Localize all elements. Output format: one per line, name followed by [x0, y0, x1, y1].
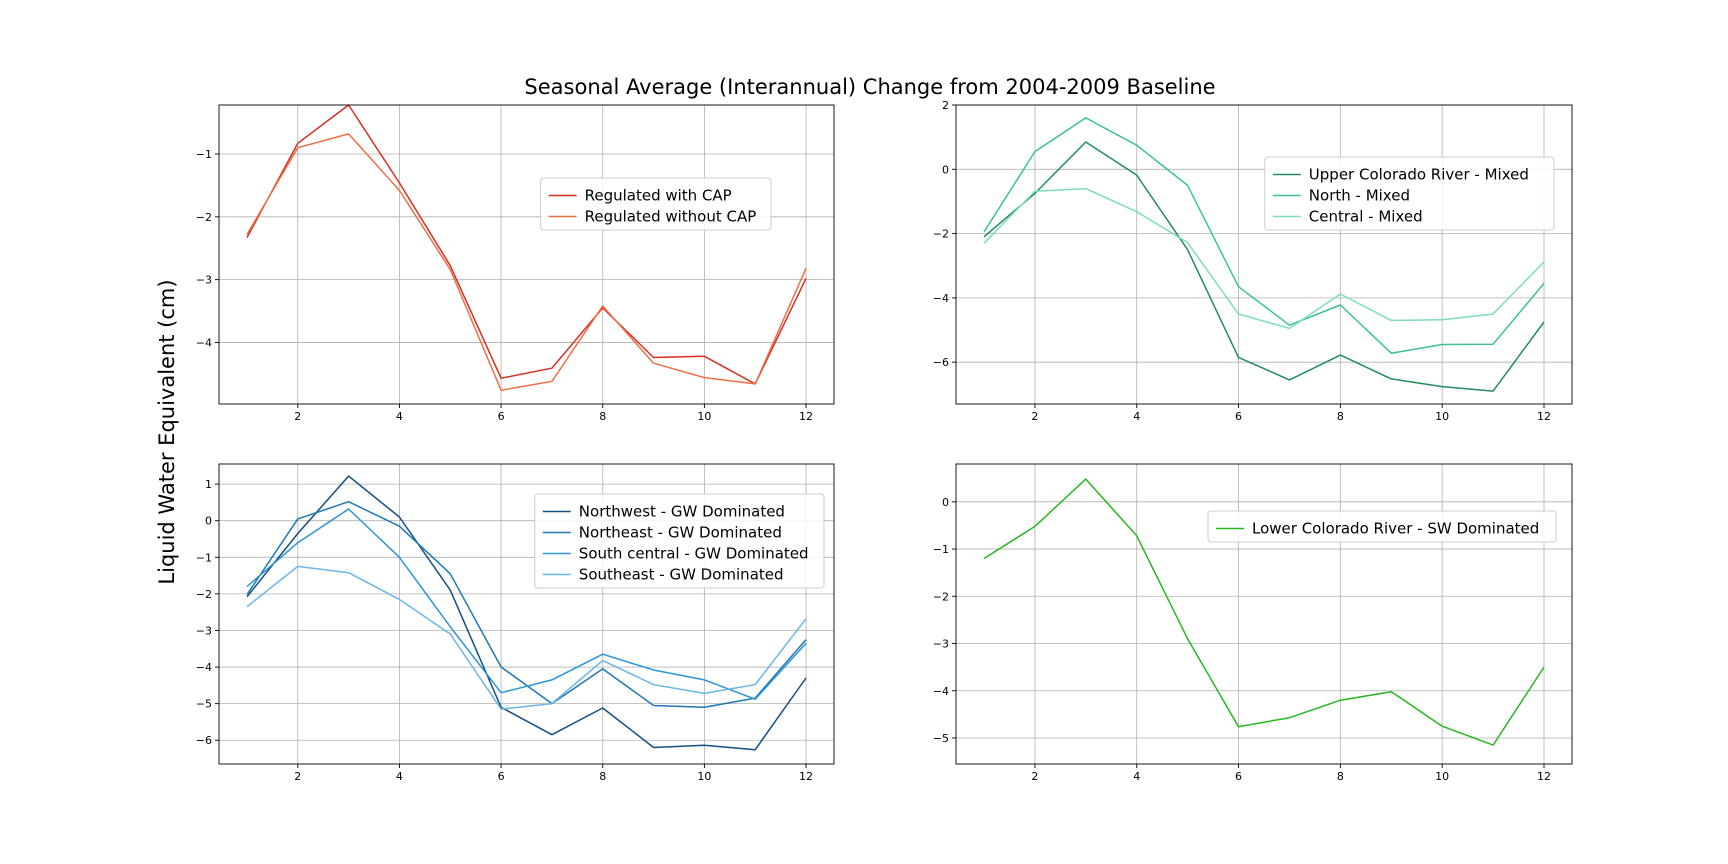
series-line-1	[246, 475, 807, 751]
series-line-2	[983, 117, 1545, 354]
y-tick-label: −6	[933, 356, 949, 369]
y-tick-label: −3	[196, 624, 212, 637]
series-line-1	[983, 478, 1545, 746]
y-tick-label: −1	[196, 148, 212, 161]
x-tick-label: 6	[498, 410, 505, 423]
y-tick-label: −3	[196, 274, 212, 287]
y-tick-label: −4	[933, 292, 949, 305]
legend-label: Regulated with CAP	[585, 187, 732, 205]
legend-box	[540, 177, 772, 231]
y-tick-label: −4	[196, 661, 212, 674]
x-tick-label: 8	[599, 770, 606, 783]
series-line-3	[246, 508, 807, 700]
x-tick-label: 2	[294, 770, 301, 783]
figure-title: Seasonal Average (Interannual) Change fr…	[524, 75, 1215, 99]
legend: Upper Colorado River - Mixed North - Mixe…	[1264, 156, 1555, 231]
y-tick-label: −2	[196, 588, 212, 601]
legend-label: South central - GW Dominated	[579, 545, 809, 563]
legend-box	[534, 493, 825, 589]
legend-label: North - Mixed	[1309, 187, 1410, 205]
series-line-2	[246, 133, 807, 391]
x-tick-label: 6	[1235, 410, 1242, 423]
x-tick-label: 12	[1537, 410, 1551, 423]
x-tick-label: 6	[1235, 770, 1242, 783]
y-tick-label: −3	[933, 638, 949, 651]
axes-frame	[218, 104, 835, 405]
y-tick-label: 1	[205, 478, 212, 491]
panel-gw-dominated: 2 4 6 8 10 12 −6 −5 −4 −3 −2 −1 0 1 Northwest - GW Dom…	[196, 463, 835, 783]
x-tick-label: 4	[1133, 770, 1140, 783]
axes-frame	[955, 104, 1573, 405]
y-tick-label: −2	[196, 211, 212, 224]
x-tick-label: 4	[1133, 410, 1140, 423]
y-tick-label: 0	[205, 515, 212, 528]
legend: Lower Colorado River - SW Dominated	[1207, 510, 1557, 543]
y-tick-label: −1	[933, 543, 949, 556]
series-line-2	[246, 500, 807, 709]
x-tick-label: 10	[1435, 770, 1449, 783]
legend-box	[1264, 156, 1555, 231]
series-line-4	[246, 565, 807, 710]
x-tick-label: 12	[799, 410, 813, 423]
y-tick-label: 0	[942, 163, 949, 176]
figure-ylabel: Liquid Water Equivalent (cm)	[155, 279, 179, 584]
x-tick-label: 2	[1031, 410, 1038, 423]
legend-label: Lower Colorado River - SW Dominated	[1252, 520, 1539, 538]
legend-label: Upper Colorado River - Mixed	[1309, 166, 1529, 184]
x-tick-label: 10	[697, 410, 711, 423]
panel-mixed-regions: 2 4 6 8 10 12 −6 −4 −2 0 2 Upper Colorado River - M…	[933, 99, 1573, 423]
x-tick-label: 12	[1537, 770, 1551, 783]
x-tick-label: 6	[498, 770, 505, 783]
legend-label: Northeast - GW Dominated	[579, 524, 782, 542]
legend-label: Central - Mixed	[1309, 208, 1423, 226]
axes-frame	[955, 463, 1573, 765]
y-tick-label: 2	[942, 99, 949, 112]
x-tick-label: 8	[599, 410, 606, 423]
y-tick-label: −2	[933, 590, 949, 603]
series-line-3	[983, 187, 1545, 330]
series-line-1	[246, 104, 807, 385]
panel-lower-colorado: 2 4 6 8 10 12 −5 −4 −3 −2 −1 0 Lower Colorado River …	[933, 463, 1573, 783]
x-tick-label: 10	[1435, 410, 1449, 423]
axes-frame	[218, 463, 835, 765]
y-tick-label: −4	[196, 336, 212, 349]
y-tick-label: −1	[196, 551, 212, 564]
legend-label: Northwest - GW Dominated	[579, 503, 785, 521]
legend: Northwest - GW Dominated Northeast - GW D…	[534, 493, 825, 589]
x-tick-label: 8	[1337, 770, 1344, 783]
x-tick-label: 2	[1031, 770, 1038, 783]
y-tick-label: −6	[196, 734, 212, 747]
series-line-1	[983, 141, 1545, 392]
x-tick-label: 10	[697, 770, 711, 783]
y-tick-label: −5	[196, 698, 212, 711]
x-tick-label: 4	[396, 770, 403, 783]
legend: Regulated with CAP Regulated without CAP	[540, 177, 772, 231]
legend-label: Southeast - GW Dominated	[579, 566, 784, 584]
y-tick-label: −2	[933, 228, 949, 241]
x-tick-label: 2	[294, 410, 301, 423]
legend-box	[1207, 510, 1557, 543]
x-tick-label: 12	[799, 770, 813, 783]
y-tick-label: −5	[933, 732, 949, 745]
x-tick-label: 8	[1337, 410, 1344, 423]
x-tick-label: 4	[396, 410, 403, 423]
legend-label: Regulated without CAP	[585, 208, 757, 226]
y-tick-label: 0	[942, 496, 949, 509]
y-tick-label: −4	[933, 685, 949, 698]
